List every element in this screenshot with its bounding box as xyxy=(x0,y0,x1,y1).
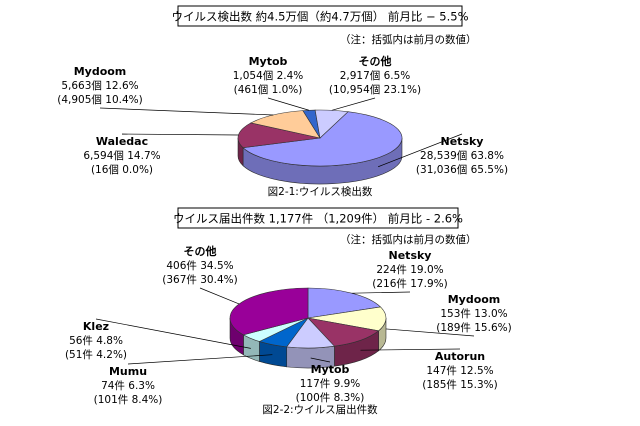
leader-line xyxy=(121,133,239,136)
pie-slice xyxy=(250,110,321,139)
pie-slice xyxy=(314,109,349,139)
value-label: 153件 13.0% xyxy=(440,308,507,320)
category-label: Klez xyxy=(83,320,109,333)
pie-slice xyxy=(242,111,403,167)
previous-label: (51件 4.2%) xyxy=(65,349,127,361)
pie-side-shade xyxy=(378,318,386,351)
note: （注：括弧内は前月の数値） xyxy=(340,33,477,46)
chart-title: ウイルス検出数 約4.5万個（約4.7万個） 前月比 − 5.5% xyxy=(171,10,468,24)
caption: 図2-1:ウイルス検出数 xyxy=(268,185,373,198)
pie-slice xyxy=(229,287,309,336)
category-label: その他 xyxy=(184,244,217,258)
pie-slice xyxy=(307,287,382,319)
leader-line xyxy=(199,287,240,305)
previous-label: (100件 8.3%) xyxy=(296,392,365,404)
leader-line xyxy=(127,354,273,365)
pie-side-shade xyxy=(286,346,335,368)
category-label: Mytob xyxy=(311,363,350,376)
leader-line xyxy=(378,133,463,168)
pie-slice xyxy=(307,306,387,332)
category-label: Mytob xyxy=(249,55,288,68)
pie-side-shade xyxy=(238,138,244,166)
pie-side-shade xyxy=(243,138,402,184)
previous-label: (10,954個 23.1%) xyxy=(329,83,421,96)
leader-line xyxy=(310,357,331,363)
pie-side-shade xyxy=(259,341,287,367)
value-label: 2,917個 6.5% xyxy=(340,69,411,82)
pie-slice xyxy=(307,317,380,347)
chart-title: ウイルス届出件数 1,177件 （1,209件） 前月比 - 2.6% xyxy=(173,212,463,226)
title-box xyxy=(177,5,463,27)
leader-line xyxy=(99,107,274,116)
previous-label: (4,905個 10.4%) xyxy=(57,93,142,106)
category-label: Mumu xyxy=(109,365,147,378)
category-label: Waledac xyxy=(96,135,148,148)
previous-label: (31,036個 65.5%) xyxy=(416,163,508,176)
leader-line xyxy=(267,97,310,111)
value-label: 406件 34.5% xyxy=(166,260,233,272)
previous-label: (189件 15.6%) xyxy=(436,322,511,334)
category-label: Mydoom xyxy=(448,293,501,306)
note: （注：括弧内は前月の数値） xyxy=(340,233,477,246)
leader-line xyxy=(95,318,251,349)
category-label: Mydoom xyxy=(74,65,127,78)
title-box xyxy=(177,207,459,229)
category-label: Netsky xyxy=(389,249,432,262)
value-label: 74件 6.3% xyxy=(101,380,155,392)
pie-slice xyxy=(237,122,321,149)
previous-label: (101件 8.4%) xyxy=(94,394,163,406)
previous-label: (216件 17.9%) xyxy=(372,278,447,290)
pie-side-shade xyxy=(334,330,379,367)
value-label: 117件 9.9% xyxy=(300,378,361,390)
previous-label: (16個 0.0%) xyxy=(91,163,153,176)
value-label: 224件 19.0% xyxy=(376,264,443,276)
value-label: 5,663個 12.6% xyxy=(61,79,138,92)
category-label: その他 xyxy=(359,54,392,68)
caption: 図2-2:ウイルス届出件数 xyxy=(262,403,378,416)
leader-line xyxy=(351,291,411,294)
previous-label: (367件 30.4%) xyxy=(162,274,237,286)
value-label: 147件 12.5% xyxy=(426,365,493,377)
category-label: Netsky xyxy=(441,135,484,148)
leader-line xyxy=(385,328,475,337)
value-label: 56件 4.8% xyxy=(69,335,123,347)
leader-line xyxy=(331,97,376,111)
value-label: 1,054個 2.4% xyxy=(233,69,304,82)
leader-line xyxy=(360,348,461,351)
previous-label: (185件 15.3%) xyxy=(422,379,497,391)
value-label: 6,594個 14.7% xyxy=(83,149,160,162)
value-label: 28,539個 63.8% xyxy=(420,149,504,162)
pie-side-shade xyxy=(243,334,260,362)
previous-label: (461個 1.0%) xyxy=(234,83,303,96)
category-label: Autorun xyxy=(435,350,485,363)
